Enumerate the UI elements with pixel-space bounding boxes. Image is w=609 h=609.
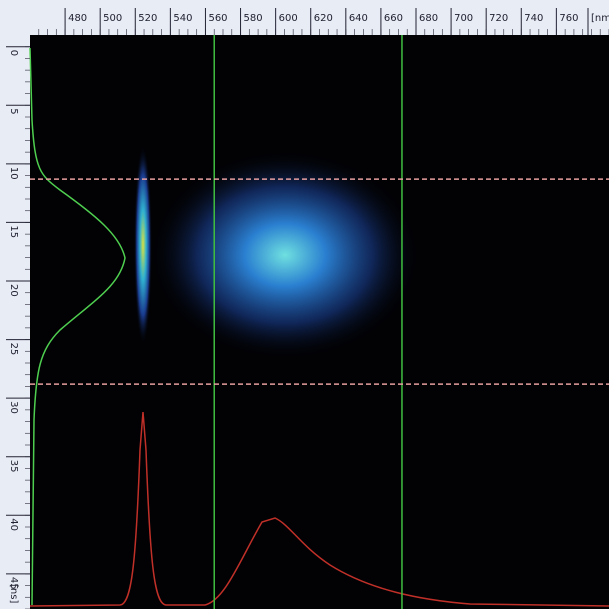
laser-streak — [134, 145, 152, 345]
y-tick-label: 0 — [8, 50, 19, 56]
x-unit-label: [nm] — [591, 13, 609, 24]
x-tick-label: 500 — [103, 13, 122, 24]
y-tick-label: 25 — [8, 343, 19, 356]
x-tick-label: 740 — [524, 13, 543, 24]
x-tick-label: 580 — [244, 13, 263, 24]
time-profile — [29, 47, 126, 606]
x-tick-label: 520 — [138, 13, 157, 24]
y-tick-label: 40 — [8, 518, 19, 531]
x-tick-label: 480 — [68, 13, 87, 24]
x-tick-label: 620 — [314, 13, 333, 24]
x-tick-label: 660 — [384, 13, 403, 24]
x-tick-label: 600 — [279, 13, 298, 24]
emission-blob — [150, 150, 420, 360]
y-tick-label: 10 — [8, 167, 19, 180]
y-tick-label: 45 — [8, 577, 19, 590]
spectral-profile — [29, 411, 609, 607]
y-tick-label: 15 — [8, 225, 19, 238]
x-tick-label: 760 — [559, 13, 578, 24]
x-tick-label: 700 — [454, 13, 473, 24]
y-tick-label: 35 — [8, 460, 19, 473]
x-tick-label: 560 — [208, 13, 227, 24]
y-tick-label: 5 — [8, 108, 19, 114]
x-tick-label: 640 — [349, 13, 368, 24]
x-tick-label: 720 — [489, 13, 508, 24]
y-tick-label: 30 — [8, 401, 19, 414]
y-tick-label: 20 — [8, 284, 19, 297]
y-unit-label: [ns] — [8, 584, 19, 603]
x-tick-label: 540 — [173, 13, 192, 24]
x-tick-label: 680 — [419, 13, 438, 24]
